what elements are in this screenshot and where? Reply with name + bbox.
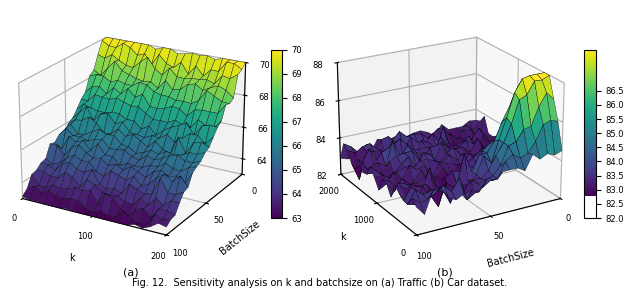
Text: (b): (b) xyxy=(437,268,453,278)
X-axis label: k: k xyxy=(69,253,75,263)
Text: Fig. 12.  Sensitivity analysis on k and batchsize on (a) Traffic (b) Car dataset: Fig. 12. Sensitivity analysis on k and b… xyxy=(132,278,508,288)
Y-axis label: BatchSize: BatchSize xyxy=(218,218,262,256)
X-axis label: BatchSize: BatchSize xyxy=(486,247,536,269)
Text: (a): (a) xyxy=(124,268,139,278)
Y-axis label: k: k xyxy=(340,233,346,243)
